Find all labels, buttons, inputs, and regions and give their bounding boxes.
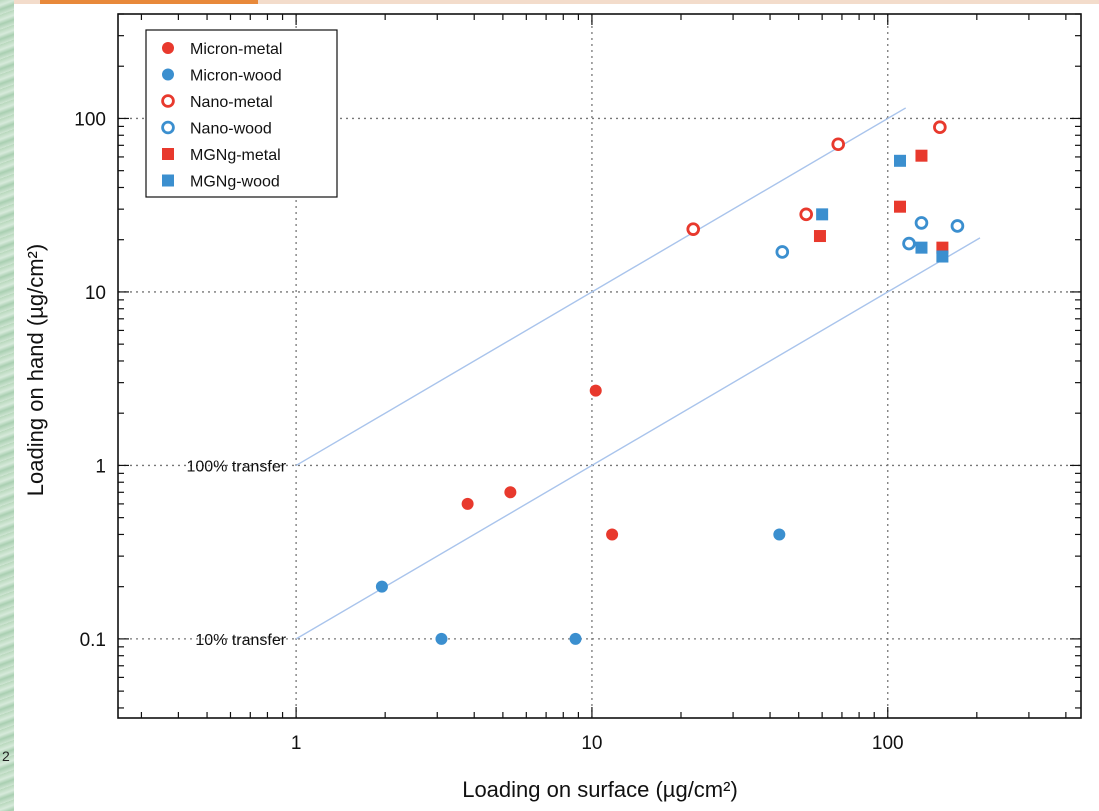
reference-line-label: 10% transfer (195, 632, 286, 649)
legend-label: Nano-metal (190, 94, 273, 111)
legend-box (145, 29, 338, 198)
data-point (831, 137, 846, 152)
y-tick-label: 10 (85, 283, 106, 304)
legend-marker (162, 148, 174, 160)
data-point (375, 580, 388, 593)
legend: Micron-metal Micron-wood Nano-metal Nano-wo… (145, 29, 338, 198)
legend-label: Nano-wood (190, 121, 272, 138)
legend-marker (162, 42, 174, 54)
reference-line-labels: 100% transfer 10% transfer (186, 458, 286, 648)
active-tab-indicator (40, 0, 258, 4)
reference-line (295, 107, 907, 467)
reference-line-label: 100% transfer (186, 458, 286, 475)
data-point (894, 154, 907, 167)
data-point (950, 219, 965, 233)
reference-line (295, 237, 981, 640)
legend-label: Micron-metal (190, 41, 282, 58)
legend-label: Micron-wood (190, 68, 282, 85)
y-tick-label: 1 (95, 456, 106, 477)
legend-label: MGNg-metal (190, 147, 281, 164)
data-point (915, 149, 928, 162)
legend-marker (161, 94, 175, 108)
stray-page-text: 2 (2, 748, 10, 764)
x-axis-title: Loading on surface (µg/cm²) (462, 777, 738, 802)
data-point (775, 245, 790, 259)
data-point (799, 207, 813, 222)
data-point (914, 216, 929, 230)
axis-tick-labels: 1 10 100 0.1 1 10 100 (74, 109, 903, 754)
data-point (773, 528, 786, 541)
reference-lines (295, 107, 981, 640)
top-tab-strip (0, 0, 1099, 4)
data-point (915, 241, 928, 254)
data-point (816, 208, 829, 221)
data-point (606, 528, 619, 541)
x-tick-label: 1 (291, 733, 302, 754)
legend-marker (161, 120, 175, 135)
data-point (936, 250, 949, 263)
data-point (589, 384, 602, 397)
y-tick-label: 0.1 (80, 630, 106, 651)
grid-lines (118, 14, 1081, 718)
x-tick-label: 10 (581, 733, 602, 754)
data-point (894, 200, 907, 213)
data-point (504, 486, 517, 499)
data-point (686, 222, 701, 236)
axis-ticks (118, 13, 1081, 718)
data-points (375, 120, 965, 645)
plot-frame (117, 13, 1082, 719)
data-point (933, 120, 947, 135)
legend-marker (162, 68, 174, 81)
data-point (813, 230, 826, 243)
data-point (461, 497, 474, 510)
x-tick-label: 100 (872, 733, 904, 754)
data-point (569, 632, 582, 645)
left-window-edge (0, 0, 14, 811)
data-point (902, 236, 916, 251)
y-axis-title: Loading on hand (µg/cm²) (23, 244, 48, 496)
y-tick-label: 100 (74, 109, 106, 130)
legend-label: MGNg-wood (190, 174, 280, 191)
legend-marker (162, 174, 174, 187)
data-point (435, 632, 448, 645)
